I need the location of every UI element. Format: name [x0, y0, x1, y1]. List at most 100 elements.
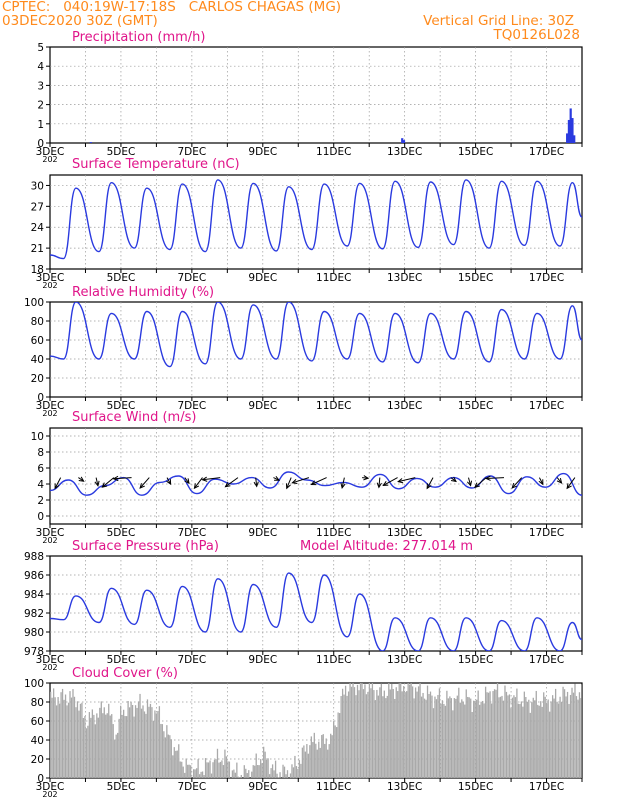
x-tick-label: 3DEC [36, 146, 65, 158]
x-tick-label: 13DEC [387, 527, 422, 539]
cloud-bar [294, 755, 296, 778]
cloud-bar [170, 739, 172, 778]
cloud-bar [538, 705, 540, 778]
cloud-bar [193, 769, 195, 778]
wind-arrow [184, 477, 190, 484]
wind-plot [50, 471, 582, 496]
cloud-bar [81, 702, 83, 778]
cloud-bar [343, 694, 345, 778]
cloud-bar [228, 761, 231, 778]
cloud-bar [371, 683, 374, 778]
wind-frame [49, 427, 583, 525]
cloud-bar [167, 734, 169, 778]
precipitation-plot [89, 108, 576, 143]
cloud-bar [523, 691, 525, 778]
wind-arrow [255, 477, 258, 487]
wind-arrow [311, 477, 327, 485]
cloud-bar [198, 774, 201, 778]
wind-arrow-head [484, 475, 491, 481]
header-grid-line: Vertical Grid Line: 30Z [423, 13, 574, 29]
cloud-bar [117, 732, 119, 778]
cloud-bar [79, 703, 82, 778]
cloud-bar [455, 698, 457, 778]
cloud-bar [444, 705, 447, 778]
cloud-bar [435, 699, 438, 778]
cloud-bar [148, 706, 150, 778]
cloud-bar [73, 696, 76, 778]
cloud-bar [385, 698, 387, 778]
cloud-bar [285, 774, 287, 778]
cloud-bar [99, 707, 101, 778]
cloud-bar [270, 768, 272, 778]
cloud-bar [554, 688, 557, 778]
cloud-bar [507, 695, 509, 778]
cloud-bar [185, 758, 187, 778]
x-tick-label: 7DEC [177, 654, 206, 666]
cloud-bar [516, 688, 518, 778]
wind-arrow [101, 477, 115, 488]
x-tick-label: 11DEC [316, 146, 351, 158]
x-tick-label: 17DEC [529, 400, 564, 412]
cloud-bar [105, 714, 107, 778]
cloud-bar [492, 691, 494, 778]
cloud-bar [94, 724, 96, 778]
x-tick-label: 3DEC [36, 781, 65, 793]
cloud-bar [406, 691, 408, 778]
cloud-bar [473, 700, 475, 778]
cloud-bar [486, 692, 488, 778]
y-tick-label: 18 [31, 264, 44, 276]
cloud-bar [447, 698, 450, 778]
x-year-label: 202 [42, 155, 57, 164]
cloud-bar [218, 762, 220, 778]
cloud-bar [383, 690, 385, 778]
cloud-bar [413, 698, 415, 778]
wind-arrow [556, 477, 562, 484]
cloud-bar [534, 700, 536, 778]
y-tick-label: 1 [37, 119, 44, 131]
cloud-bar [215, 759, 217, 778]
cloud-bar [352, 683, 354, 778]
cloud-bar [315, 743, 317, 778]
temperature-frame [49, 174, 583, 270]
cloud-bar [201, 771, 204, 778]
cloud-bar [197, 759, 199, 778]
cloud-bar [510, 708, 512, 778]
precip-bar [569, 108, 572, 143]
wind-arrow [511, 477, 523, 489]
cloud-bar [526, 701, 528, 778]
cloud-bar [96, 713, 98, 778]
x-tick-label: 5DEC [107, 146, 136, 158]
header-date: 03DEC2020 30Z (GMT) [2, 13, 158, 29]
cloud-bar [362, 689, 365, 778]
cloud-bar [127, 701, 129, 778]
cloud-bar [178, 744, 180, 778]
cloud-bar [58, 703, 61, 778]
cloud-bar [88, 712, 91, 778]
cloud-bar [161, 724, 164, 778]
cloud-bar [72, 689, 74, 778]
cloud-bar [261, 763, 263, 778]
wind-arrow [286, 477, 292, 489]
cloud-bar [347, 691, 350, 778]
x-tick-label: 11DEC [316, 654, 351, 666]
cloud-bar [392, 689, 394, 778]
cloud-bar [264, 751, 266, 778]
cloud-bar [511, 697, 514, 778]
cloud-bar [76, 701, 79, 778]
wind-arrow-head [397, 478, 404, 484]
cloud-bar [52, 688, 55, 778]
cloud-bar [356, 684, 359, 778]
precip-bar [89, 142, 92, 143]
x-tick-label: 13DEC [387, 272, 422, 284]
cloud-bar [400, 683, 402, 778]
cloud-bar [365, 694, 368, 778]
cloud-bar [319, 747, 321, 778]
cloud-bar [145, 713, 147, 778]
wind-arrow [426, 477, 434, 489]
cloud-bar [298, 760, 301, 778]
cloud-cover-plot [50, 683, 582, 778]
cloud-bar [172, 755, 174, 778]
cloud-bar [350, 686, 353, 778]
cloud-bar [353, 687, 356, 778]
cloud-bar [295, 766, 298, 778]
